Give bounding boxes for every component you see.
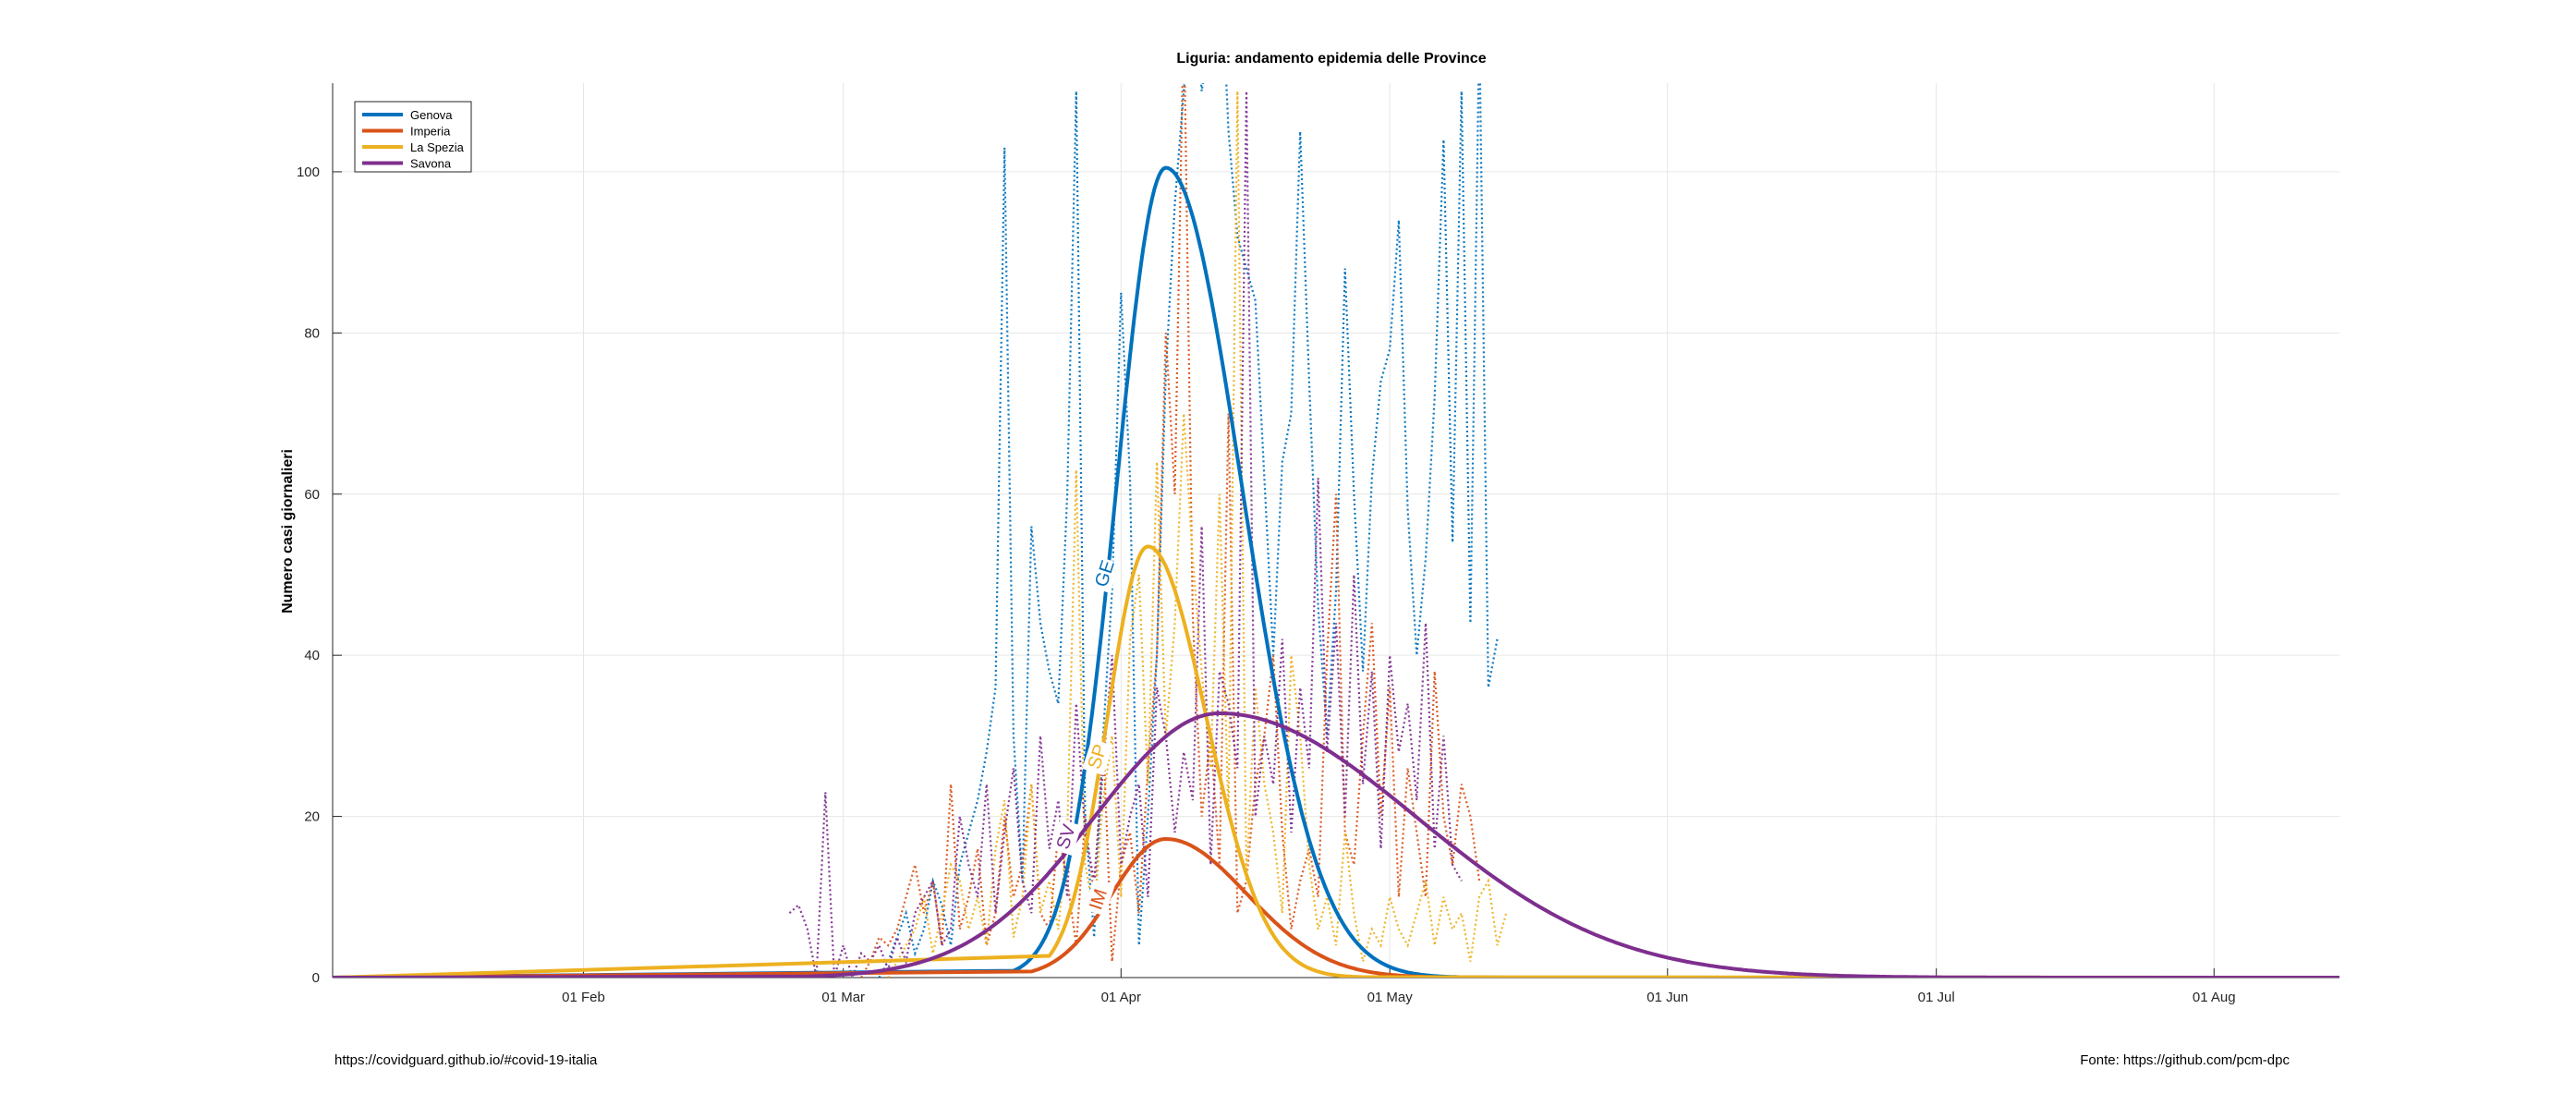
chart-title: Liguria: andamento epidemia delle Provin… [1176,51,1486,67]
grid [333,83,2339,979]
curve-label-bg [1082,738,1113,776]
curve-label-bg [1088,556,1121,594]
y-axis-label: Numero casi giornalieri [280,449,296,614]
y-tick-label-0: 0 [312,970,320,986]
y-tick-label-100: 100 [297,164,320,180]
x-tick-label-2020-05-01: 01 May [1367,990,1414,1005]
curve-label-sv: SV [1051,819,1082,857]
legend-label-sp: La Spezia [410,140,465,154]
curve-label-bg [1084,879,1115,917]
x-tick-label-2020-04-01: 01 Apr [1101,990,1141,1005]
daily-line-im [860,83,1481,978]
footer-source-left: https://covidguard.github.io/#covid-19-i… [334,1052,598,1068]
fit-curve-sv [333,711,2339,978]
curve-label-bg [1051,819,1082,857]
daily-line-sp [887,91,1508,978]
legend-label-im: Imperia [410,125,451,139]
footer-source-right: Fonte: https://github.com/pcm-dpc [2080,1052,2290,1068]
x-tick-label-2020-07-01: 01 Jul [1918,990,1955,1005]
y-tick-label-80: 80 [304,325,320,341]
x-tick-label-2020-02-01: 01 Feb [562,990,605,1005]
curve-label-im: IM [1084,879,1115,917]
legend-label-ge: Genova [410,108,453,122]
x-tick-label-2020-08-01: 01 Aug [2193,990,2236,1005]
x-tick-label-2020-06-01: 01 Jun [1646,990,1688,1005]
y-tick-label-40: 40 [304,648,320,663]
daily-series-group [788,83,1508,978]
daily-line-sv [788,91,1463,978]
curve-label-ge: GE [1088,556,1121,594]
legend-label-sv: Savona [410,157,452,171]
y-tick-label-60: 60 [304,487,320,503]
y-tick-label-20: 20 [304,809,320,825]
daily-line-ge [878,83,1499,978]
x-tick-label-2020-03-01: 01 Mar [821,990,865,1005]
